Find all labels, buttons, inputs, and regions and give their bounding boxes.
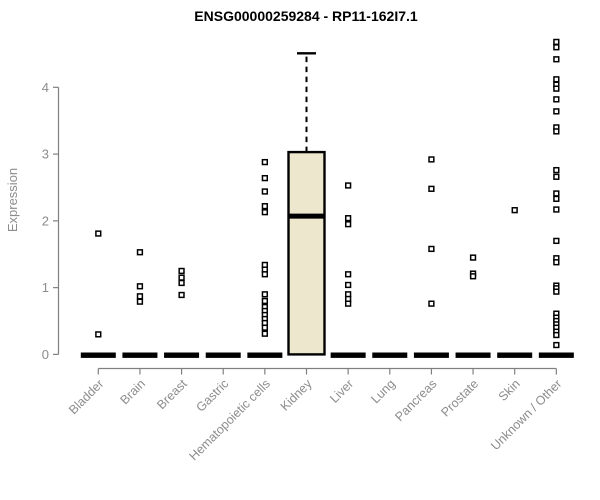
- outlier-point: [553, 56, 560, 63]
- y-tick-label: 1: [42, 280, 49, 295]
- y-tick-label: 0: [42, 347, 49, 362]
- box-group-gastric: [205, 352, 241, 358]
- outlier-point: [261, 174, 269, 182]
- outlier-point: [553, 190, 560, 197]
- outlier-point: [344, 182, 352, 189]
- outlier-point: [553, 166, 560, 174]
- outlier-point: [553, 259, 560, 266]
- outlier-point: [428, 245, 435, 253]
- outlier-point: [511, 207, 518, 214]
- outlier-point: [469, 273, 477, 280]
- chart-title: ENSG00000259284 - RP11-162I7.1: [194, 8, 418, 24]
- outlier-point: [261, 158, 269, 166]
- x-tick-label: Hematopoietic cells: [186, 377, 273, 464]
- outlier-point: [553, 341, 560, 349]
- box-group-lung: [372, 352, 408, 358]
- zero-box-bar: [413, 352, 449, 358]
- outlier-point: [553, 206, 560, 213]
- x-tick-label: Pancreas: [392, 377, 439, 424]
- y-axis-label: Expression: [5, 168, 20, 232]
- y-tick-label: 3: [42, 147, 49, 162]
- zero-box-bar: [330, 352, 366, 358]
- outlier-point: [261, 209, 269, 216]
- outlier-point: [553, 288, 560, 295]
- outlier-point: [261, 330, 269, 337]
- outlier-point: [553, 38, 560, 46]
- outlier-point: [261, 203, 269, 210]
- outlier-point: [553, 331, 560, 339]
- outlier-point: [344, 281, 352, 289]
- zero-box-bar: [164, 352, 200, 358]
- box-group-unknown-other: [538, 38, 574, 358]
- outlier-point: [136, 298, 144, 305]
- outlier-point: [95, 230, 102, 237]
- outlier-point: [553, 44, 560, 51]
- outlier-point: [136, 293, 144, 300]
- outlier-point: [344, 300, 352, 307]
- outlier-point: [553, 195, 560, 202]
- box-group-kidney: [287, 52, 326, 356]
- outlier-point: [344, 221, 352, 228]
- x-tick-label: Liver: [327, 377, 356, 406]
- y-tick-label: 4: [42, 80, 49, 95]
- outlier-point: [553, 85, 560, 92]
- x-tick-label: Lung: [368, 377, 398, 407]
- box-group-pancreas: [413, 156, 449, 358]
- x-tick-label: Skin: [496, 377, 523, 404]
- x-tick-label: Unknown / Other: [488, 377, 564, 453]
- outlier-point: [178, 267, 185, 275]
- zero-box-bar: [247, 352, 283, 358]
- x-tick-label: Breast: [154, 376, 190, 412]
- zero-box-bar: [205, 352, 241, 358]
- outlier-point: [553, 96, 560, 103]
- outlier-point: [344, 271, 352, 278]
- zero-box-bar: [122, 352, 158, 358]
- zero-box-bar: [372, 352, 408, 358]
- x-tick-label: Gastric: [193, 377, 231, 415]
- zero-box-bar: [80, 352, 116, 358]
- box-group-liver: [330, 182, 366, 358]
- outlier-point: [136, 283, 144, 290]
- outlier-point: [95, 331, 102, 338]
- zero-box-bar: [538, 352, 574, 358]
- outlier-point: [261, 291, 269, 298]
- x-tick-label: Brain: [118, 377, 149, 408]
- box-group-brain: [122, 249, 158, 358]
- box-group-hematopoietic-cells: [247, 158, 283, 358]
- zero-box-bar: [455, 352, 491, 358]
- box-group-skin: [497, 207, 533, 358]
- outlier-point: [553, 237, 560, 245]
- box-group-bladder: [80, 230, 116, 358]
- x-tick-label: Prostate: [438, 377, 481, 420]
- outlier-point: [261, 324, 269, 331]
- x-tick-label: Kidney: [278, 376, 315, 413]
- outlier-point: [261, 271, 269, 278]
- outlier-point: [178, 279, 185, 287]
- outlier-point: [553, 173, 560, 180]
- outlier-point: [136, 249, 144, 256]
- x-tick-label: Bladder: [66, 377, 106, 417]
- box-group-prostate: [455, 254, 491, 358]
- box-rect: [287, 150, 326, 356]
- outlier-point: [428, 300, 435, 307]
- outlier-point: [178, 274, 185, 281]
- outlier-point: [428, 156, 435, 163]
- box-series: [80, 38, 574, 358]
- box-group-breast: [164, 267, 200, 358]
- outlier-point: [553, 128, 560, 135]
- outlier-point: [261, 297, 269, 305]
- outlier-point: [261, 188, 269, 195]
- outlier-point: [469, 254, 477, 261]
- outlier-point: [344, 215, 352, 222]
- zero-box-bar: [497, 352, 533, 358]
- outlier-point: [553, 108, 560, 115]
- y-axis: 0 1 2 3 4: [42, 80, 60, 362]
- outlier-point: [553, 76, 560, 83]
- outlier-point: [178, 291, 185, 299]
- outlier-point: [428, 185, 435, 192]
- y-tick-label: 2: [42, 213, 49, 228]
